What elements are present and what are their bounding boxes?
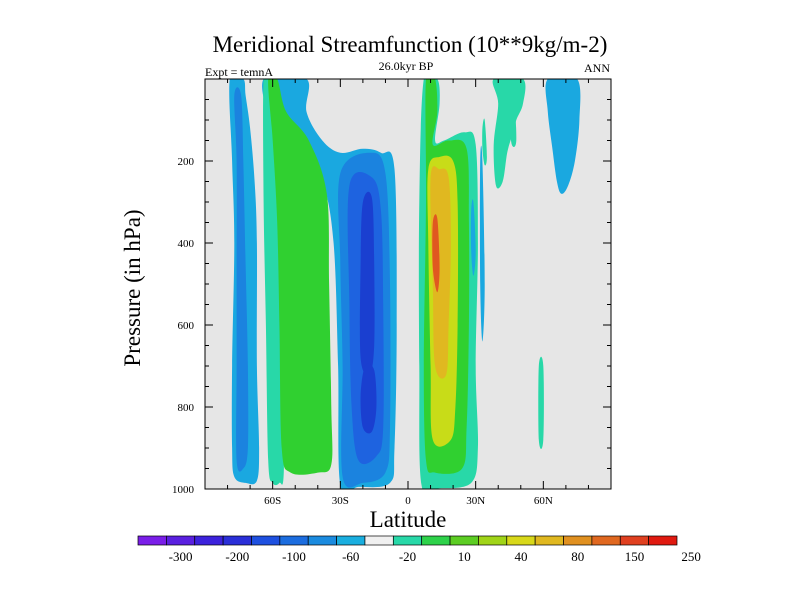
colorbar-swatch (194, 535, 224, 546)
contour-region-10 (482, 118, 487, 166)
colorbar-label: -100 (282, 549, 306, 564)
colorbar-swatch (364, 535, 394, 546)
y-axis-label: Pressure (in hPa) (120, 209, 145, 366)
contour-layer (229, 79, 581, 489)
y-tick-label: 1000 (172, 484, 195, 496)
colorbar-swatch (137, 535, 167, 546)
y-tick-label: 400 (178, 238, 195, 250)
colorbar-swatch (534, 535, 564, 546)
colorbar-swatch (307, 535, 337, 546)
colorbar-label: 40 (514, 549, 527, 564)
colorbar-swatch (392, 535, 423, 546)
season-annotation: ANN (584, 61, 610, 75)
y-tick-label: 800 (178, 402, 195, 414)
chart-subtitle: 26.0kyr BP (379, 59, 434, 73)
colorbar-label: -300 (169, 549, 193, 564)
colorbar-swatch (222, 535, 252, 546)
colorbar-label: -200 (225, 549, 249, 564)
y-tick-label: 200 (178, 156, 195, 168)
x-tick-label: 30N (466, 495, 485, 507)
colorbar-label: -20 (399, 549, 416, 564)
colorbar-swatch (563, 535, 593, 546)
colorbar-label: 10 (458, 549, 471, 564)
colorbar-swatch (166, 535, 196, 546)
contour-region-250 (432, 214, 440, 293)
x-axis: 60S 30S 0 30N 60N (204, 79, 612, 507)
colorbar: -300 -200 -100 -60 -20 10 40 80 150 250 (137, 535, 701, 564)
colorbar-swatch (449, 535, 479, 546)
x-tick-label: 0 (405, 495, 411, 507)
experiment-annotation: Expt = temnA (205, 65, 273, 79)
contour-region--60 (234, 87, 249, 472)
contour-region--200 (360, 363, 377, 434)
x-tick-label: 30S (332, 495, 349, 507)
colorbar-swatch (336, 535, 366, 546)
y-axis: 200 400 600 800 1000 (172, 78, 611, 496)
x-tick-label: 60S (264, 495, 281, 507)
chart-title: Meridional Streamfunction (10**9kg/m-2) (213, 32, 608, 57)
contour-region-40 (268, 79, 333, 475)
colorbar-label: 80 (571, 549, 584, 564)
colorbar-swatch (279, 535, 309, 546)
colorbar-label: -60 (342, 549, 359, 564)
y-tick-label: 600 (178, 320, 195, 332)
x-axis-label: Latitude (370, 507, 447, 532)
colorbar-label: 250 (681, 549, 701, 564)
contour-region--200 (359, 191, 375, 376)
contour-region--20 (545, 79, 581, 194)
contour-region-10 (492, 79, 526, 189)
contour-region--20 (470, 199, 476, 276)
colorbar-swatch (478, 535, 508, 546)
contour-region-10 (509, 92, 517, 147)
colorbar-label: 150 (625, 549, 645, 564)
x-tick-label: 60N (534, 495, 553, 507)
colorbar-swatch (251, 535, 281, 546)
colorbar-swatch (591, 535, 621, 546)
colorbar-swatch (506, 535, 536, 546)
colorbar-swatch (619, 535, 649, 546)
contour-region--20 (479, 145, 485, 342)
contour-region-10 (538, 356, 544, 450)
colorbar-swatch (648, 535, 678, 546)
colorbar-swatch (421, 535, 451, 546)
